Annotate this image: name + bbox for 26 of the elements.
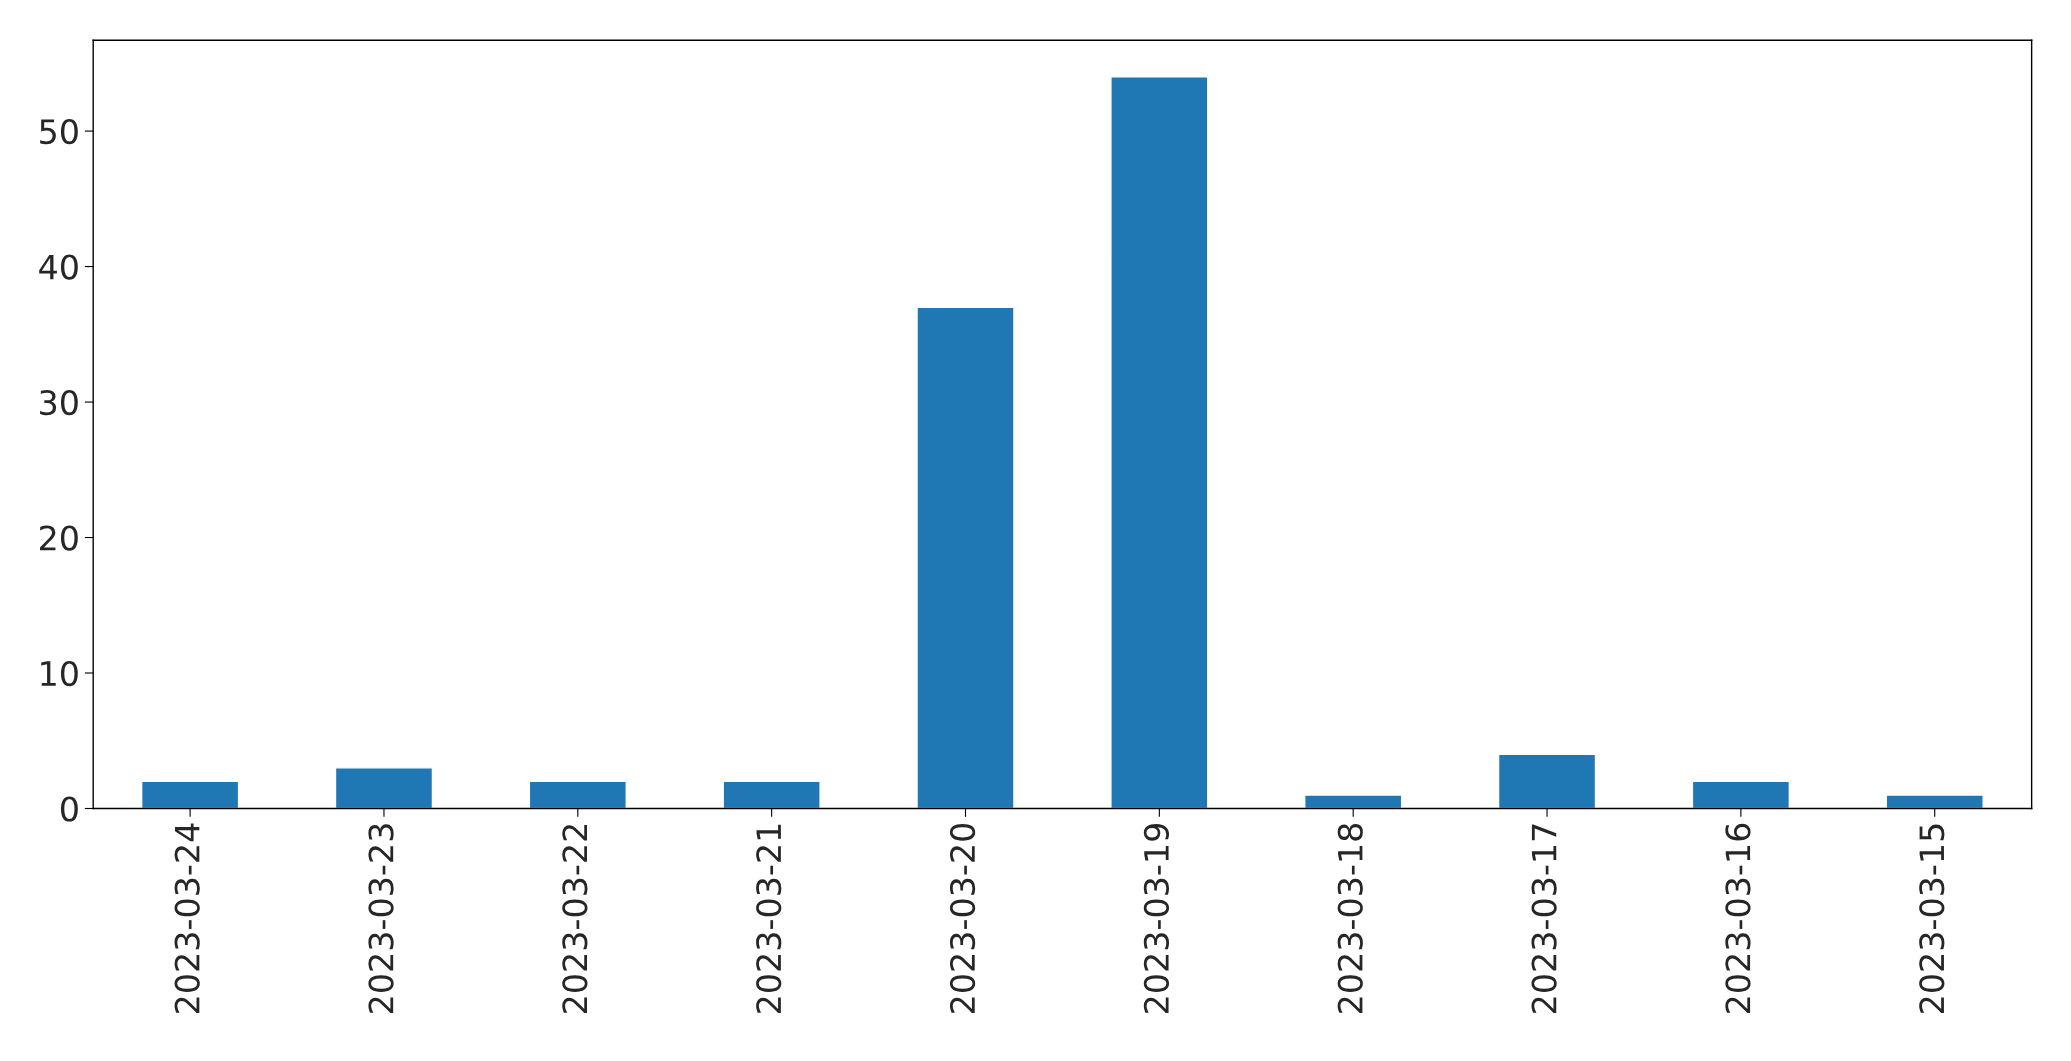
x-tick-label: 2023-03-17: [1531, 824, 1557, 1013]
x-tick-label: 2023-03-21: [756, 824, 782, 1013]
bar: [528, 780, 627, 809]
bar: [722, 780, 821, 809]
x-tick-label: 2023-03-22: [562, 825, 588, 1013]
x-tick-label: 2023-03-18: [1337, 823, 1363, 1013]
x-tick-label: 2023-03-19: [1143, 824, 1170, 1013]
x-tick-label: 2023-03-20: [949, 823, 976, 1013]
x-tick-label: 2023-03-16: [1725, 823, 1751, 1013]
bar: [1497, 753, 1597, 809]
bar: [1885, 794, 1984, 809]
y-tick-label: 30: [40, 389, 78, 416]
y-tick-label: 50: [40, 119, 78, 145]
bar: [1110, 76, 1209, 809]
bar: [1691, 780, 1791, 809]
y-tick-label: 20: [40, 525, 78, 551]
x-tick-label: 2023-03-15: [1919, 824, 1945, 1013]
x-tick-label: 2023-03-24: [174, 823, 200, 1013]
bar: [916, 306, 1015, 809]
bar: [334, 767, 434, 809]
x-tick-label: 2023-03-23: [368, 824, 394, 1013]
y-tick-label: 10: [41, 660, 78, 687]
y-tick-label: 0: [60, 796, 78, 822]
bar: [140, 780, 240, 809]
y-tick-label: 40: [39, 254, 78, 280]
bar: [1304, 794, 1403, 809]
